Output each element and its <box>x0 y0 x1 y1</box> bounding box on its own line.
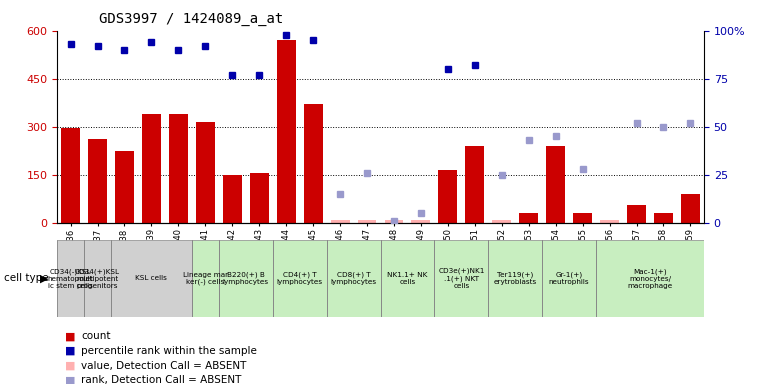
Text: CD34(-)KSL
hematopoiet
ic stem cells: CD34(-)KSL hematopoiet ic stem cells <box>47 268 94 289</box>
Bar <box>492 220 511 223</box>
Bar <box>196 122 215 223</box>
Bar <box>489 240 542 317</box>
Bar <box>330 220 349 223</box>
Bar <box>546 146 565 223</box>
Bar <box>627 205 646 223</box>
Text: ■: ■ <box>65 361 75 371</box>
Bar <box>466 146 484 223</box>
Text: GDS3997 / 1424089_a_at: GDS3997 / 1424089_a_at <box>99 12 283 25</box>
Bar <box>142 114 161 223</box>
Text: KSL cells: KSL cells <box>135 275 167 281</box>
Bar <box>600 220 619 223</box>
Bar <box>272 240 326 317</box>
Bar <box>543 240 596 317</box>
Text: Gr-1(+)
neutrophils: Gr-1(+) neutrophils <box>549 271 590 285</box>
Bar <box>380 240 435 317</box>
Bar <box>654 213 673 223</box>
Bar <box>573 213 592 223</box>
Text: B220(+) B
lymphocytes: B220(+) B lymphocytes <box>223 271 269 285</box>
Bar <box>304 104 323 223</box>
Bar <box>384 220 403 223</box>
Text: count: count <box>81 331 111 341</box>
Bar <box>219 240 272 317</box>
Text: Ter119(+)
erytroblasts: Ter119(+) erytroblasts <box>494 271 537 285</box>
Bar <box>358 220 377 223</box>
Text: CD34(+)KSL
multipotent
progenitors: CD34(+)KSL multipotent progenitors <box>75 268 120 289</box>
Bar <box>277 40 295 223</box>
Bar <box>115 151 134 223</box>
Bar <box>438 170 457 223</box>
Bar <box>519 213 538 223</box>
Bar <box>435 240 489 317</box>
Bar <box>223 175 242 223</box>
Bar <box>61 128 80 223</box>
Text: ■: ■ <box>65 375 75 384</box>
Bar <box>57 240 84 317</box>
Bar <box>169 114 188 223</box>
Text: Mac-1(+)
monocytes/
macrophage: Mac-1(+) monocytes/ macrophage <box>627 268 673 289</box>
Text: rank, Detection Call = ABSENT: rank, Detection Call = ABSENT <box>81 375 242 384</box>
Text: CD4(+) T
lymphocytes: CD4(+) T lymphocytes <box>276 271 323 285</box>
Text: ■: ■ <box>65 331 75 341</box>
Text: cell type: cell type <box>4 273 49 283</box>
Text: NK1.1+ NK
cells: NK1.1+ NK cells <box>387 272 428 285</box>
Text: ▶: ▶ <box>40 273 49 283</box>
Text: ■: ■ <box>65 346 75 356</box>
Bar <box>596 240 704 317</box>
Bar <box>412 220 431 223</box>
Text: CD3e(+)NK1
.1(+) NKT
cells: CD3e(+)NK1 .1(+) NKT cells <box>438 268 485 289</box>
Bar <box>84 240 111 317</box>
Bar <box>250 173 269 223</box>
Text: Lineage mar
ker(-) cells: Lineage mar ker(-) cells <box>183 271 228 285</box>
Bar <box>681 194 700 223</box>
Bar <box>88 139 107 223</box>
Text: CD8(+) T
lymphocytes: CD8(+) T lymphocytes <box>330 271 377 285</box>
Text: percentile rank within the sample: percentile rank within the sample <box>81 346 257 356</box>
Bar <box>326 240 380 317</box>
Bar <box>192 240 219 317</box>
Bar <box>111 240 192 317</box>
Text: value, Detection Call = ABSENT: value, Detection Call = ABSENT <box>81 361 247 371</box>
